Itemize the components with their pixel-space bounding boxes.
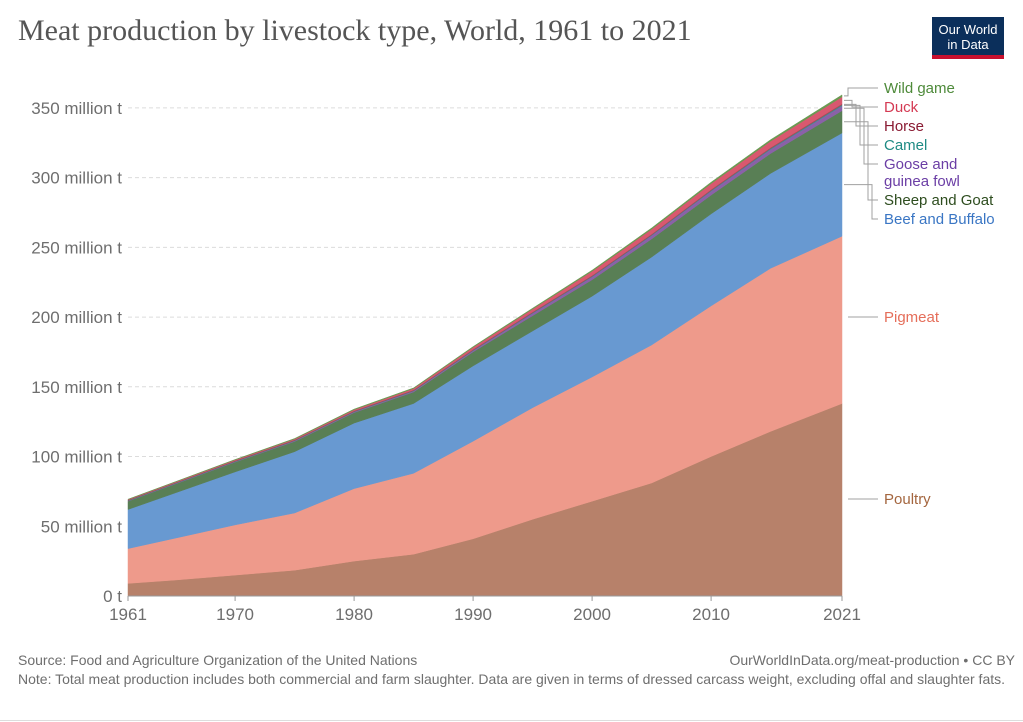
x-tick-label: 1980 xyxy=(335,605,373,624)
y-tick-label: 250 million t xyxy=(31,238,122,257)
x-tick-label: 2000 xyxy=(573,605,611,624)
axes xyxy=(127,595,843,601)
legend-label-duck[interactable]: Duck xyxy=(884,99,919,116)
y-tick-label: 150 million t xyxy=(31,378,122,397)
y-tick-label: 200 million t xyxy=(31,308,122,327)
legend-label-goose[interactable]: guinea fowl xyxy=(884,173,960,190)
y-tick-label: 0 t xyxy=(103,587,122,606)
logo-line-1: Our World xyxy=(938,22,998,37)
footer-divider xyxy=(0,720,1023,721)
credit-link[interactable]: OurWorldInData.org/meat-production • CC … xyxy=(729,652,1015,668)
legend-connector-beef xyxy=(844,184,878,220)
x-tick-label: 1961 xyxy=(109,605,147,624)
legend-label-horse[interactable]: Horse xyxy=(884,118,924,135)
legend-connector-horse xyxy=(844,103,878,127)
series-area-wild[interactable] xyxy=(127,94,843,500)
stacked-areas xyxy=(127,94,843,597)
note-text: Note: Total meat production includes bot… xyxy=(18,671,1006,687)
legend-connector-duck xyxy=(844,99,878,108)
source-text: Source: Food and Agriculture Organizatio… xyxy=(18,652,418,668)
legend-label-goose[interactable]: Goose and xyxy=(884,156,957,173)
legend-connector-goose xyxy=(844,107,878,165)
legend-label-wild[interactable]: Wild game xyxy=(884,80,955,97)
legend-connector-sheep xyxy=(844,121,878,201)
logo-line-2: in Data xyxy=(947,37,989,52)
legend-connector-wild xyxy=(844,87,878,97)
legend-label-beef[interactable]: Beef and Buffalo xyxy=(884,211,995,228)
y-tick-label: 350 million t xyxy=(31,99,122,118)
legend-label-pigmeat[interactable]: Pigmeat xyxy=(884,309,940,326)
chart-title: Meat production by livestock type, World… xyxy=(18,14,692,47)
x-tick-label: 1970 xyxy=(216,605,254,624)
x-tick-label: 2021 xyxy=(823,605,861,624)
x-tick-labels: 1961 1970 1980 1990 2000 2010 2021 xyxy=(109,605,861,624)
area-chart: 0 t 50 million t 100 million t 150 million … xyxy=(31,80,995,624)
y-tick-labels: 0 t 50 million t 100 million t 150 million … xyxy=(31,99,122,606)
y-tick-label: 100 million t xyxy=(31,448,122,467)
y-tick-label: 50 million t xyxy=(41,517,123,536)
x-tick-label: 1990 xyxy=(454,605,492,624)
legend-label-camel[interactable]: Camel xyxy=(884,137,927,154)
x-tick-label: 2010 xyxy=(692,605,730,624)
owid-logo[interactable]: Our World in Data xyxy=(932,17,1004,59)
legend-label-sheep[interactable]: Sheep and Goat xyxy=(884,192,994,209)
legend-label-poultry[interactable]: Poultry xyxy=(884,491,931,508)
y-tick-label: 300 million t xyxy=(31,169,122,188)
legend-connector-camel xyxy=(844,104,878,146)
